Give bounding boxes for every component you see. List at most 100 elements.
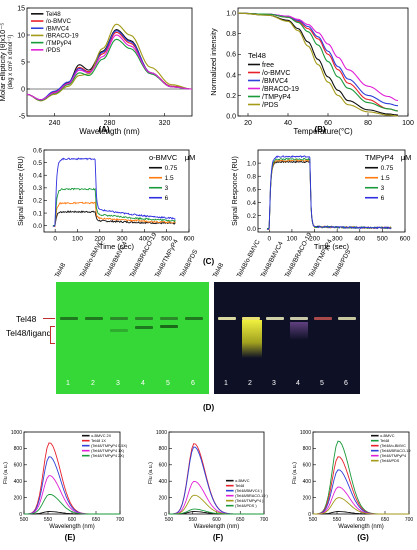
- lane-number: 5: [320, 380, 324, 387]
- legend-label-E: Tel48 1X: [91, 439, 106, 443]
- legend-label-G: (Tel48/TMPyP4: [380, 454, 406, 458]
- gel-band: [218, 317, 236, 320]
- gel-band: [160, 317, 178, 320]
- gel-band-label: Tel48: [16, 314, 37, 324]
- y-tick-label-B: 0.6: [226, 52, 236, 59]
- x-tick-label-C2: 400: [354, 236, 365, 243]
- x-axis-label-C1: Time (sec): [99, 242, 135, 251]
- gel-band: [266, 317, 284, 320]
- panel-label-A: (A): [98, 125, 109, 134]
- gel-band: [338, 317, 356, 320]
- legend-label-B: /PDS: [262, 102, 279, 109]
- x-tick-label-G: 700: [405, 517, 414, 523]
- x-tick-label-F: 600: [212, 517, 221, 523]
- y-tick-label-C2: 0.8: [247, 174, 256, 181]
- lane-number: 1: [66, 380, 70, 387]
- x-tick-label-C2: 0: [267, 236, 271, 243]
- y-tick-label-E: 800: [14, 446, 23, 452]
- legend-label-C1: 6: [165, 195, 169, 202]
- x-tick-label-F: 650: [236, 517, 245, 523]
- y-tick-label-F: 400: [159, 479, 168, 485]
- x-tick-label-A: 280: [104, 120, 116, 127]
- x-tick-label-F: 500: [165, 517, 174, 523]
- sensorgram-line: [266, 155, 392, 230]
- panel-label-G: (G): [357, 533, 369, 542]
- gel-band: [242, 317, 260, 320]
- gel-smear: [242, 320, 262, 358]
- gel-band: [135, 317, 153, 320]
- y-axis-label-C1: Signal Responce (RU): [18, 156, 25, 226]
- legend-label-B: /TMPyP4: [262, 94, 291, 101]
- legend-label-C1: 1.5: [165, 175, 174, 182]
- gel-band: [135, 326, 153, 329]
- y-tick-label-C1: 0.1: [33, 210, 42, 217]
- gel-band: [160, 325, 178, 328]
- y-tick-label-F: 600: [159, 463, 168, 469]
- gel-band: [85, 317, 103, 320]
- panel-label-E: (E): [65, 533, 76, 542]
- legend-label-C2: 0.75: [381, 165, 394, 172]
- legend-label-E: (Tel48/TMPyP4 0.5X): [91, 444, 128, 448]
- x-tick-label-C2: 100: [286, 236, 297, 243]
- y-tick-label-C2: 0.4: [247, 200, 256, 207]
- legend-label-A: /BMVC4: [46, 25, 70, 32]
- cd-spectrum-line: [26, 34, 193, 101]
- panel-label-C: (C): [203, 257, 214, 266]
- plot-frame-B: [237, 7, 409, 117]
- x-tick-label-B: 40: [284, 120, 292, 127]
- x-tick-label-G: 650: [381, 517, 390, 523]
- x-tick-label-B: 60: [324, 120, 332, 127]
- legend-title-C2: TMPyP4: [365, 153, 394, 162]
- y-axis-label-E: Flu (a.u.): [3, 462, 9, 484]
- y-tick-label-C2: 0.2: [247, 213, 256, 220]
- legend-title-B: Tel48: [248, 51, 266, 60]
- y-tick-label-E: 1000: [11, 430, 22, 436]
- legend-label-F: (Tel48/BMVC4 ): [235, 489, 263, 493]
- x-tick-label-A: 320: [159, 120, 171, 127]
- gel-band: [60, 317, 78, 320]
- x-axis-label-E: Wavelength (nm): [49, 524, 94, 530]
- x-tick-label-C1: 500: [161, 236, 172, 243]
- x-axis-label-A: Wavelength (nm): [79, 127, 140, 136]
- legend-label-F: (Tel48/BRACO-19 ): [235, 494, 268, 498]
- melting-curve-line: [237, 12, 399, 102]
- legend-unit-C1: μM: [185, 153, 196, 162]
- x-tick-label-C1: 400: [139, 236, 150, 243]
- y-tick-label-E: 200: [14, 495, 23, 501]
- y-tick-label-G: 1000: [300, 430, 311, 436]
- plot-frame-C1: [43, 149, 190, 233]
- legend-label-F: (Tel48/TMPyP4 ): [235, 499, 264, 503]
- gel-complex-label: Tel48/ligand: [6, 328, 52, 338]
- legend-label-G: (Tel48/PDS: [380, 459, 400, 463]
- x-tick-label-F: 550: [189, 517, 198, 523]
- gel-band: [314, 317, 332, 320]
- x-tick-label-E: 700: [116, 517, 125, 523]
- legend-label-C1: 0.75: [165, 165, 178, 172]
- x-tick-label-C1: 600: [184, 236, 195, 243]
- y-tick-label-C2: 1.0: [247, 160, 256, 167]
- gel-band: [110, 317, 128, 320]
- legend-label-G: (Tel48/o-BMVC: [380, 444, 406, 448]
- legend-label-E: (Tel48/TMPyP4 1X): [91, 449, 125, 453]
- x-tick-label-C1: 200: [94, 236, 105, 243]
- y-tick-label-G: 400: [303, 479, 312, 485]
- x-tick-label-E: 500: [20, 517, 29, 523]
- fluorescence-line: [313, 497, 409, 515]
- sensorgram-line: [52, 201, 176, 228]
- sensorgram-line: [266, 158, 392, 231]
- gel-right: 1 2 3 4 5 6: [214, 282, 360, 394]
- y-tick-label-G: 800: [303, 446, 312, 452]
- cd-spectrum-line: [26, 23, 193, 102]
- legend-unit-C2: μM: [401, 153, 412, 162]
- y-tick-label-B: 1.0: [226, 11, 236, 18]
- legend-label-F: o-BMVC: [235, 479, 250, 483]
- y-axis-label-B: Normalized intensity: [209, 28, 218, 96]
- x-axis-label-C2: Time (sec): [314, 242, 350, 251]
- lane-number: 1: [224, 380, 228, 387]
- gel-band: [185, 317, 203, 320]
- fluorescence-line: [24, 475, 120, 515]
- legend-label-G: Tel48: [380, 439, 389, 443]
- lane-number: 2: [91, 380, 95, 387]
- legend-label-A: Tel48: [46, 11, 61, 18]
- y-tick-label-E: 600: [14, 463, 23, 469]
